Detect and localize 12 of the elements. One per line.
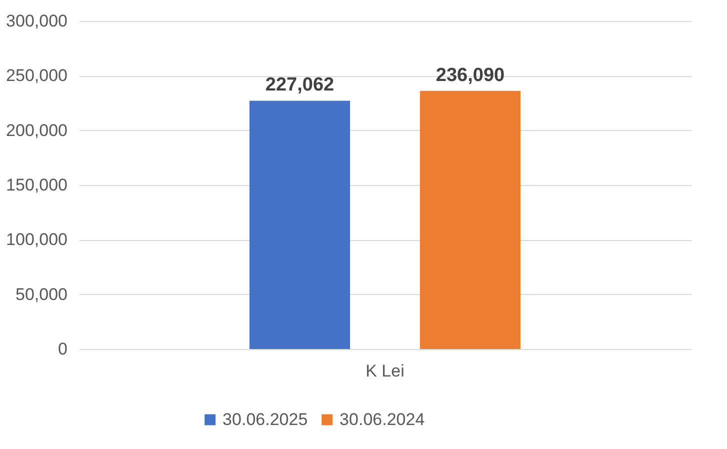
y-tick-label: 150,000	[6, 176, 68, 194]
data-label: 227,062	[265, 74, 334, 96]
legend-label: 30.06.2025	[222, 410, 308, 429]
y-tick-label: 0	[58, 340, 68, 358]
y-tick-label: 300,000	[6, 12, 68, 30]
legend-label: 30.06.2024	[340, 410, 425, 429]
y-tick-label: 50,000	[16, 284, 68, 304]
y-tick-label: 100,000	[6, 230, 68, 250]
y-tick-label: 200,000	[6, 120, 68, 140]
x-tick-label: K Lei	[366, 362, 404, 380]
y-tick-label: 250,000	[6, 66, 68, 86]
data-label: 236,090	[436, 64, 505, 86]
